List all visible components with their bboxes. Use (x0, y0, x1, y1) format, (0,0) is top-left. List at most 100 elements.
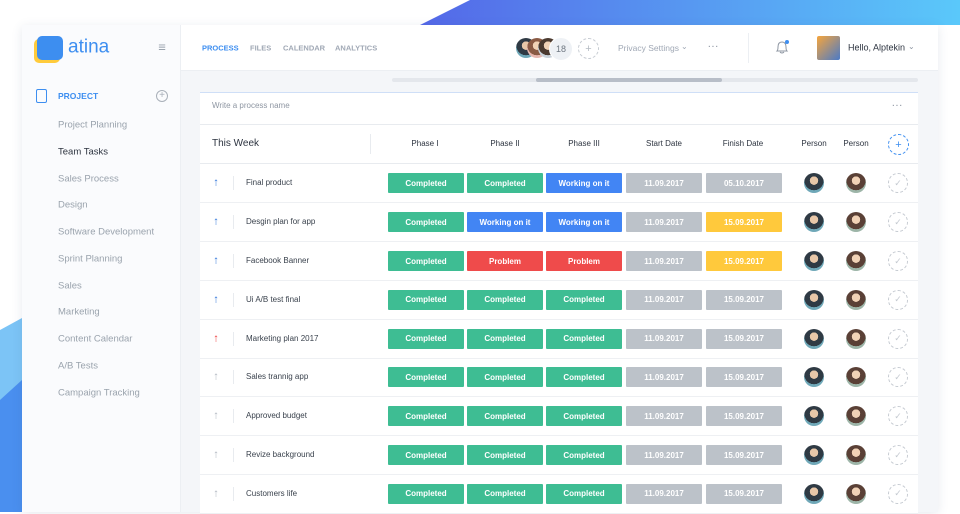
panel-menu[interactable]: ··· (891, 99, 903, 112)
status-cell[interactable]: Completed (467, 445, 543, 465)
add-column[interactable]: + (888, 134, 909, 155)
complete-check[interactable]: ✓ (888, 406, 908, 427)
complete-check[interactable]: ✓ (888, 328, 908, 349)
sidebar-item[interactable]: Content Calendar (58, 333, 133, 345)
sidebar-item[interactable]: Project Planning (58, 119, 128, 131)
sidebar-section[interactable]: PROJECT (58, 90, 99, 101)
person-avatar (804, 251, 824, 271)
process-input[interactable]: Write a process name (212, 101, 290, 110)
sidebar-item[interactable]: Software Development (58, 226, 155, 238)
status-cell[interactable]: Completed (388, 367, 464, 388)
status-cell[interactable]: Completed (388, 445, 464, 465)
sidebar-item[interactable]: Design (58, 199, 88, 211)
sidebar-item[interactable]: Sprint Planning (58, 253, 123, 264)
status-cell[interactable]: Completed (467, 328, 543, 349)
sidebar-item[interactable]: Team Tasks (58, 146, 108, 157)
status-cell[interactable]: Completed (546, 483, 622, 504)
privacy-settings[interactable]: Privacy Settings (618, 42, 679, 53)
nav-tab[interactable]: ANALYTICS (335, 43, 378, 53)
notifications[interactable] (774, 40, 790, 56)
status-cell[interactable]: Completed (546, 367, 622, 388)
status-cell[interactable]: Completed (467, 289, 543, 310)
status-cell[interactable]: Completed (467, 173, 543, 194)
status-cell[interactable]: Completed (467, 483, 543, 504)
status-cell[interactable]: Completed (388, 251, 464, 271)
task-name[interactable]: Customers life (246, 488, 298, 498)
task-name[interactable]: Final product (246, 178, 293, 188)
status-cell[interactable]: Completed (546, 406, 622, 427)
task-name[interactable]: Facebook Banner (246, 256, 310, 265)
divider (233, 215, 234, 230)
status-cell[interactable]: Completed (388, 328, 464, 349)
member-count[interactable]: 18 (549, 37, 573, 61)
task-name[interactable]: Ui A/B test final (246, 294, 301, 304)
priority-arrow: ↑ (213, 176, 219, 189)
task-name[interactable]: Sales trannig app (246, 372, 309, 382)
person-avatar (804, 445, 824, 465)
divider (233, 409, 234, 424)
status-cell[interactable]: Problem (546, 251, 622, 271)
status-cell[interactable]: Completed (546, 445, 622, 465)
status-cell[interactable]: Working on it (467, 212, 543, 233)
sidebar-item[interactable]: Marketing (58, 306, 100, 318)
priority-arrow: ↑ (213, 409, 219, 422)
sidebar (22, 25, 181, 512)
priority-arrow: ↑ (213, 370, 219, 383)
complete-check[interactable]: ✓ (888, 212, 908, 233)
divider (200, 124, 918, 125)
complete-check[interactable]: ✓ (888, 251, 908, 271)
finish-date: 15.09.2017 (706, 367, 782, 388)
complete-check[interactable]: ✓ (888, 445, 908, 465)
scroll-thumb[interactable] (536, 78, 722, 82)
person-avatar (804, 483, 824, 504)
status-cell[interactable]: Completed (467, 406, 543, 427)
sidebar-item[interactable]: A/B Tests (58, 360, 98, 371)
person-avatar (846, 173, 866, 194)
person-avatar (846, 328, 866, 349)
start-date: 11.09.2017 (626, 173, 702, 194)
task-name[interactable]: Approved budget (246, 411, 307, 421)
complete-check[interactable]: ✓ (888, 483, 908, 504)
greeting[interactable]: Hello, Alptekin (848, 42, 906, 53)
status-cell[interactable]: Completed (388, 406, 464, 427)
status-cell[interactable]: Completed (546, 328, 622, 349)
column-header: Phase I (411, 139, 439, 148)
row-divider (200, 357, 918, 359)
add-project[interactable]: + (156, 90, 168, 102)
nav-tab[interactable]: CALENDAR (283, 43, 326, 53)
priority-arrow: ↑ (213, 293, 219, 306)
status-cell[interactable]: Completed (388, 289, 464, 310)
divider (233, 331, 234, 346)
sidebar-item[interactable]: Sales (58, 279, 82, 291)
task-name[interactable]: Revize background (246, 450, 315, 459)
task-name[interactable]: Desgin plan for app (246, 217, 316, 227)
finish-date: 15.09.2017 (706, 251, 782, 271)
person-avatar (846, 367, 866, 388)
nav-tab[interactable]: FILES (250, 43, 272, 53)
column-header: Person (843, 139, 869, 148)
divider (748, 33, 749, 63)
task-name[interactable]: Marketing plan 2017 (246, 333, 319, 343)
sidebar-item[interactable]: Sales Process (58, 172, 119, 184)
status-cell[interactable]: Problem (467, 251, 543, 271)
status-cell[interactable]: Completed (467, 367, 543, 388)
status-cell[interactable]: Completed (388, 483, 464, 504)
person-avatar (804, 367, 824, 388)
finish-date: 15.09.2017 (706, 212, 782, 233)
add-member[interactable]: + (578, 38, 599, 59)
nav-tab[interactable]: PROCESS (202, 43, 239, 53)
start-date: 11.09.2017 (626, 212, 702, 233)
status-cell[interactable]: Working on it (546, 173, 622, 194)
status-cell[interactable]: Completed (388, 173, 464, 194)
complete-check[interactable]: ✓ (888, 367, 908, 388)
complete-check[interactable]: ✓ (888, 289, 908, 310)
row-divider (200, 396, 918, 398)
complete-check[interactable]: ✓ (888, 173, 908, 194)
status-cell[interactable]: Completed (388, 212, 464, 233)
status-cell[interactable]: Completed (546, 289, 622, 310)
more-button[interactable]: ··· (707, 40, 719, 53)
person-avatar (804, 212, 824, 233)
sidebar-item[interactable]: Campaign Tracking (58, 386, 140, 398)
status-cell[interactable]: Working on it (546, 212, 622, 233)
menu-button[interactable]: ≡ (158, 39, 166, 55)
